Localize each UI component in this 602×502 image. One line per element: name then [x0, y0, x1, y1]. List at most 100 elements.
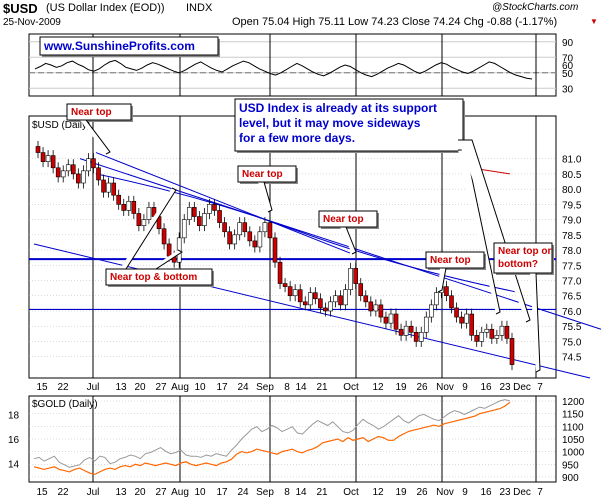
candle-body: [60, 170, 66, 178]
candle-body: [343, 289, 348, 306]
candle-body: [348, 268, 353, 290]
candle-body: [35, 146, 41, 153]
x-tick-label: 21: [316, 487, 328, 498]
x-tick-label: Dec: [513, 487, 531, 498]
down-arrow-icon: ▼: [590, 17, 598, 26]
candle-body: [161, 228, 167, 245]
price-tick-label: 78.0: [562, 246, 582, 257]
candle-body: [45, 155, 51, 162]
candle-body: [237, 222, 243, 236]
near-top-3-arrow: [340, 226, 357, 255]
x-tick-label: Sep: [256, 382, 274, 393]
candle-body: [434, 292, 439, 306]
candle-body: [192, 207, 197, 217]
oscillator-tick-label: 30: [562, 84, 574, 95]
near-top-bottom-arrow-2: [150, 249, 184, 270]
price-tick-label: 78.5: [562, 231, 582, 242]
gold-tick-label: 1200: [562, 397, 585, 408]
candle-body: [388, 313, 394, 324]
candle-body: [358, 283, 364, 297]
price-tick-label: 80.5: [562, 170, 582, 181]
candle-body: [101, 179, 106, 193]
candle-body: [232, 234, 237, 245]
candle-body: [489, 328, 495, 339]
candle-body: [257, 231, 263, 248]
candle-body: [212, 204, 217, 211]
candle-body: [81, 170, 86, 184]
candle-body: [479, 332, 485, 342]
comparison-tick-label: 18: [8, 410, 20, 421]
candle-body: [383, 316, 389, 324]
x-tick-label: 26: [416, 487, 428, 498]
x-tick-label: 7: [537, 487, 543, 498]
candle-body: [111, 182, 116, 196]
candle-body: [277, 261, 283, 284]
candle-body: [272, 237, 278, 263]
x-tick-label: 22: [57, 487, 69, 498]
candle-body: [202, 213, 207, 226]
candle-body: [418, 332, 424, 342]
candle-body: [297, 289, 303, 303]
candle-body: [96, 167, 101, 181]
gold-tick-label: 1100: [562, 422, 584, 433]
x-tick-label: 20: [134, 382, 146, 393]
x-tick-label: 8: [284, 487, 290, 498]
price-tick-label: 79.5: [562, 200, 582, 211]
x-tick-label: 12: [372, 382, 384, 393]
oscillator-tick-label: 60: [562, 61, 574, 72]
candle-body: [86, 158, 91, 172]
x-tick-label: 23: [499, 382, 511, 393]
near-top-4-label-box: [425, 251, 485, 269]
candle-body: [313, 292, 318, 300]
moving-average-line: [95, 173, 521, 294]
annotations-layer: www.SunshineProfits.com USD Index is alre…: [39, 36, 554, 373]
near-top-1-label-box: [66, 103, 132, 121]
price-tick-label: 79.0: [562, 216, 582, 227]
x-tick-label: Aug: [171, 382, 189, 393]
x-tick-label: Jul: [87, 382, 100, 393]
date: 25-Nov-2009: [3, 17, 61, 28]
quote: Open 75.04 High 75.11 Low 74.23 Close 74…: [232, 16, 558, 28]
candle-body: [363, 295, 369, 303]
near-top-bottom-label-text: Near top & bottom: [110, 272, 197, 283]
candle-body: [504, 325, 510, 339]
x-tick-label: 7: [537, 382, 543, 393]
support-note-text: USD Index is already at its support: [239, 101, 437, 115]
x-tick-label: 10: [194, 382, 206, 393]
candle-body: [449, 295, 454, 309]
candle-body: [252, 240, 258, 248]
x-tick-label: 13: [115, 487, 127, 498]
resistance-line: [95, 152, 351, 254]
oscillator-tick-label: 70: [562, 53, 574, 64]
candle-body: [444, 286, 449, 297]
price-tick-label: 77.0: [562, 277, 582, 288]
comparison-tick-label: 14: [8, 460, 20, 471]
gold-line: [33, 401, 511, 476]
x-tick-label: 22: [57, 382, 69, 393]
candle-body: [207, 204, 212, 214]
x-tick-label: Jul: [87, 487, 100, 498]
x-tick-label: Oct: [343, 487, 359, 498]
near-top-2-label-text: Near top: [242, 169, 283, 180]
candle-body: [323, 307, 328, 312]
candle-body: [499, 325, 505, 336]
candle-body: [186, 207, 192, 220]
x-tick-label: 27: [155, 382, 167, 393]
near-top-or-bottom-label-box: [493, 242, 553, 274]
candle-body: [91, 158, 96, 169]
x-tick-label: 20: [134, 487, 146, 498]
near-top-bottom-arrow: [120, 187, 177, 270]
price-tick-label: 80.0: [562, 185, 582, 196]
candle-body: [146, 207, 152, 220]
near-top-3-label-text: Near top: [323, 214, 364, 225]
candle-body: [292, 289, 298, 297]
candle-body: [459, 316, 464, 324]
gold-tick-label: 950: [562, 460, 579, 471]
candle-body: [338, 295, 343, 306]
oscillator-tick-label: 90: [562, 38, 574, 49]
x-tick-label: 16: [480, 382, 492, 393]
candle-body: [121, 204, 127, 211]
price-tick-label: 81.0: [562, 155, 582, 166]
near-top-4-arrow: [437, 267, 447, 293]
candle-body: [398, 328, 404, 336]
